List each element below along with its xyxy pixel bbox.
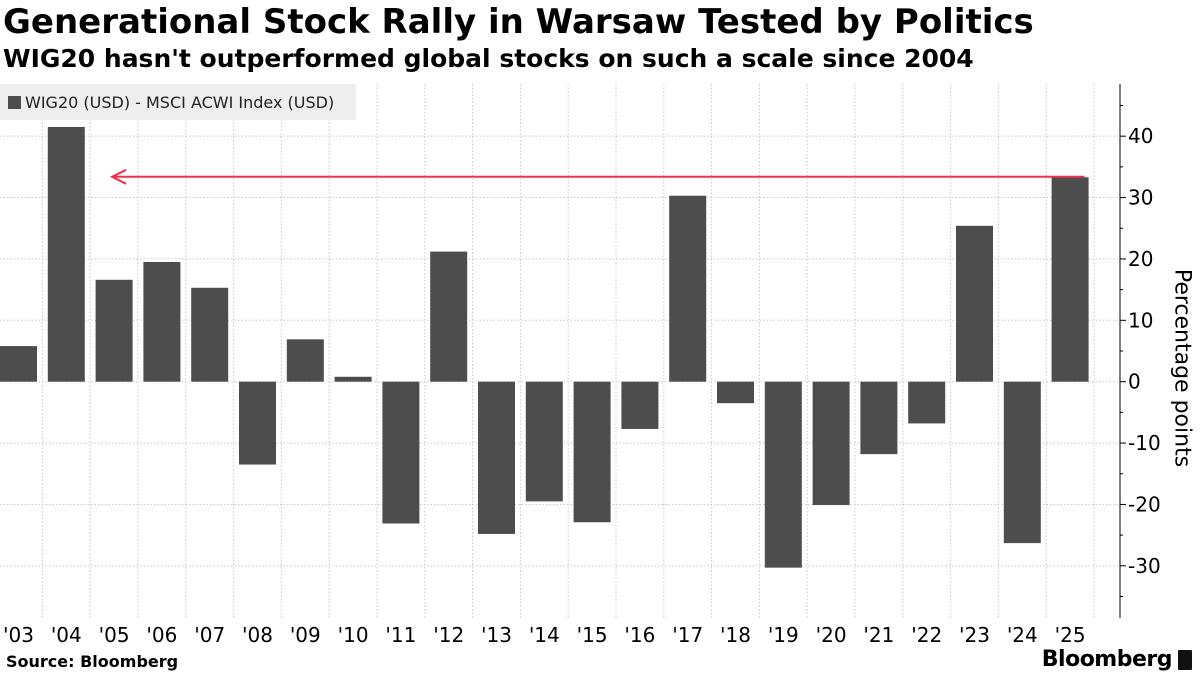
bar-7 bbox=[334, 376, 372, 382]
x-axis: '03 '04 '05 '06 '07 '08 '09 '10 '11 '12 '13 '14 '15 '… bbox=[3, 623, 1086, 647]
bars bbox=[0, 126, 1089, 568]
bar-19 bbox=[908, 381, 946, 424]
x-tick-label: '24 bbox=[1007, 623, 1038, 647]
bar-8 bbox=[382, 381, 420, 524]
legend-label: WIG20 (USD) - MSCI ACWI Index (USD) bbox=[25, 92, 335, 112]
bar-9 bbox=[430, 251, 468, 382]
x-tick-label: '04 bbox=[51, 623, 82, 647]
bloomberg-logo-icon bbox=[1178, 649, 1192, 670]
bar-6 bbox=[286, 339, 324, 382]
brand-logo: Bloomberg bbox=[1042, 647, 1192, 672]
chart-title: Generational Stock Rally in Warsaw Teste… bbox=[3, 2, 1034, 42]
x-tick-label: '21 bbox=[863, 623, 894, 647]
bar-16 bbox=[764, 381, 802, 568]
x-tick-label: '20 bbox=[816, 623, 847, 647]
y-tick-label: 30 bbox=[1128, 186, 1153, 210]
bar-2 bbox=[95, 279, 133, 382]
annotation bbox=[109, 168, 1085, 185]
y-tick-label: 40 bbox=[1128, 124, 1153, 148]
annotation-arrow-head bbox=[109, 168, 127, 185]
legend-swatch bbox=[8, 95, 21, 109]
x-tick-label: '13 bbox=[481, 623, 512, 647]
bar-5 bbox=[239, 381, 276, 465]
x-tick-label: '03 bbox=[3, 623, 34, 647]
y-tick-label: 0 bbox=[1128, 370, 1141, 394]
y-tick-label: 20 bbox=[1128, 247, 1153, 271]
chart-subtitle: WIG20 hasn't outperformed global stocks … bbox=[3, 44, 974, 73]
brand-text: Bloomberg bbox=[1041, 647, 1173, 672]
x-tick-label: '06 bbox=[146, 623, 177, 647]
x-tick-label: '09 bbox=[290, 623, 321, 647]
x-tick-label: '10 bbox=[338, 623, 369, 647]
bar-4 bbox=[191, 287, 229, 382]
bar-21 bbox=[1003, 381, 1041, 544]
y-tick-label: -10 bbox=[1128, 431, 1161, 455]
y-axis: 40 30 20 10 0 -10 -20 -30 bbox=[1119, 84, 1161, 618]
x-tick-label: '19 bbox=[768, 623, 799, 647]
bar-13 bbox=[621, 381, 659, 429]
bar-11 bbox=[525, 381, 563, 502]
bar-1 bbox=[47, 126, 85, 382]
bar-17 bbox=[812, 381, 850, 506]
bar-22 bbox=[1051, 177, 1089, 382]
x-tick-label: '18 bbox=[720, 623, 751, 647]
x-tick-label: '15 bbox=[577, 623, 608, 647]
bar-0 bbox=[0, 346, 37, 382]
bar-18 bbox=[860, 381, 898, 455]
bar-20 bbox=[956, 225, 993, 382]
y-tick-label: 10 bbox=[1128, 308, 1153, 332]
x-tick-label: '14 bbox=[529, 623, 560, 647]
x-tick-label: '22 bbox=[911, 623, 942, 647]
x-tick-label: '17 bbox=[672, 623, 703, 647]
x-tick-label: '07 bbox=[194, 623, 225, 647]
bar-15 bbox=[717, 381, 754, 404]
legend: WIG20 (USD) - MSCI ACWI Index (USD) bbox=[0, 84, 356, 120]
x-tick-label: '08 bbox=[242, 623, 273, 647]
source-note: Source: Bloomberg bbox=[6, 652, 179, 671]
y-tick-label: -20 bbox=[1128, 492, 1161, 516]
x-tick-label: '05 bbox=[99, 623, 130, 647]
y-tick-label: -30 bbox=[1128, 554, 1161, 578]
gridlines bbox=[0, 84, 1120, 618]
x-tick-label: '11 bbox=[385, 623, 416, 647]
y-axis-label: Percentage points bbox=[1169, 268, 1195, 468]
x-tick-label: '23 bbox=[959, 623, 990, 647]
bar-3 bbox=[143, 262, 181, 382]
x-tick-label: '25 bbox=[1055, 623, 1086, 647]
bar-14 bbox=[669, 195, 707, 382]
bar-12 bbox=[573, 381, 611, 523]
x-tick-label: '16 bbox=[624, 623, 655, 647]
bar-10 bbox=[478, 381, 515, 534]
x-tick-label: '12 bbox=[433, 623, 464, 647]
